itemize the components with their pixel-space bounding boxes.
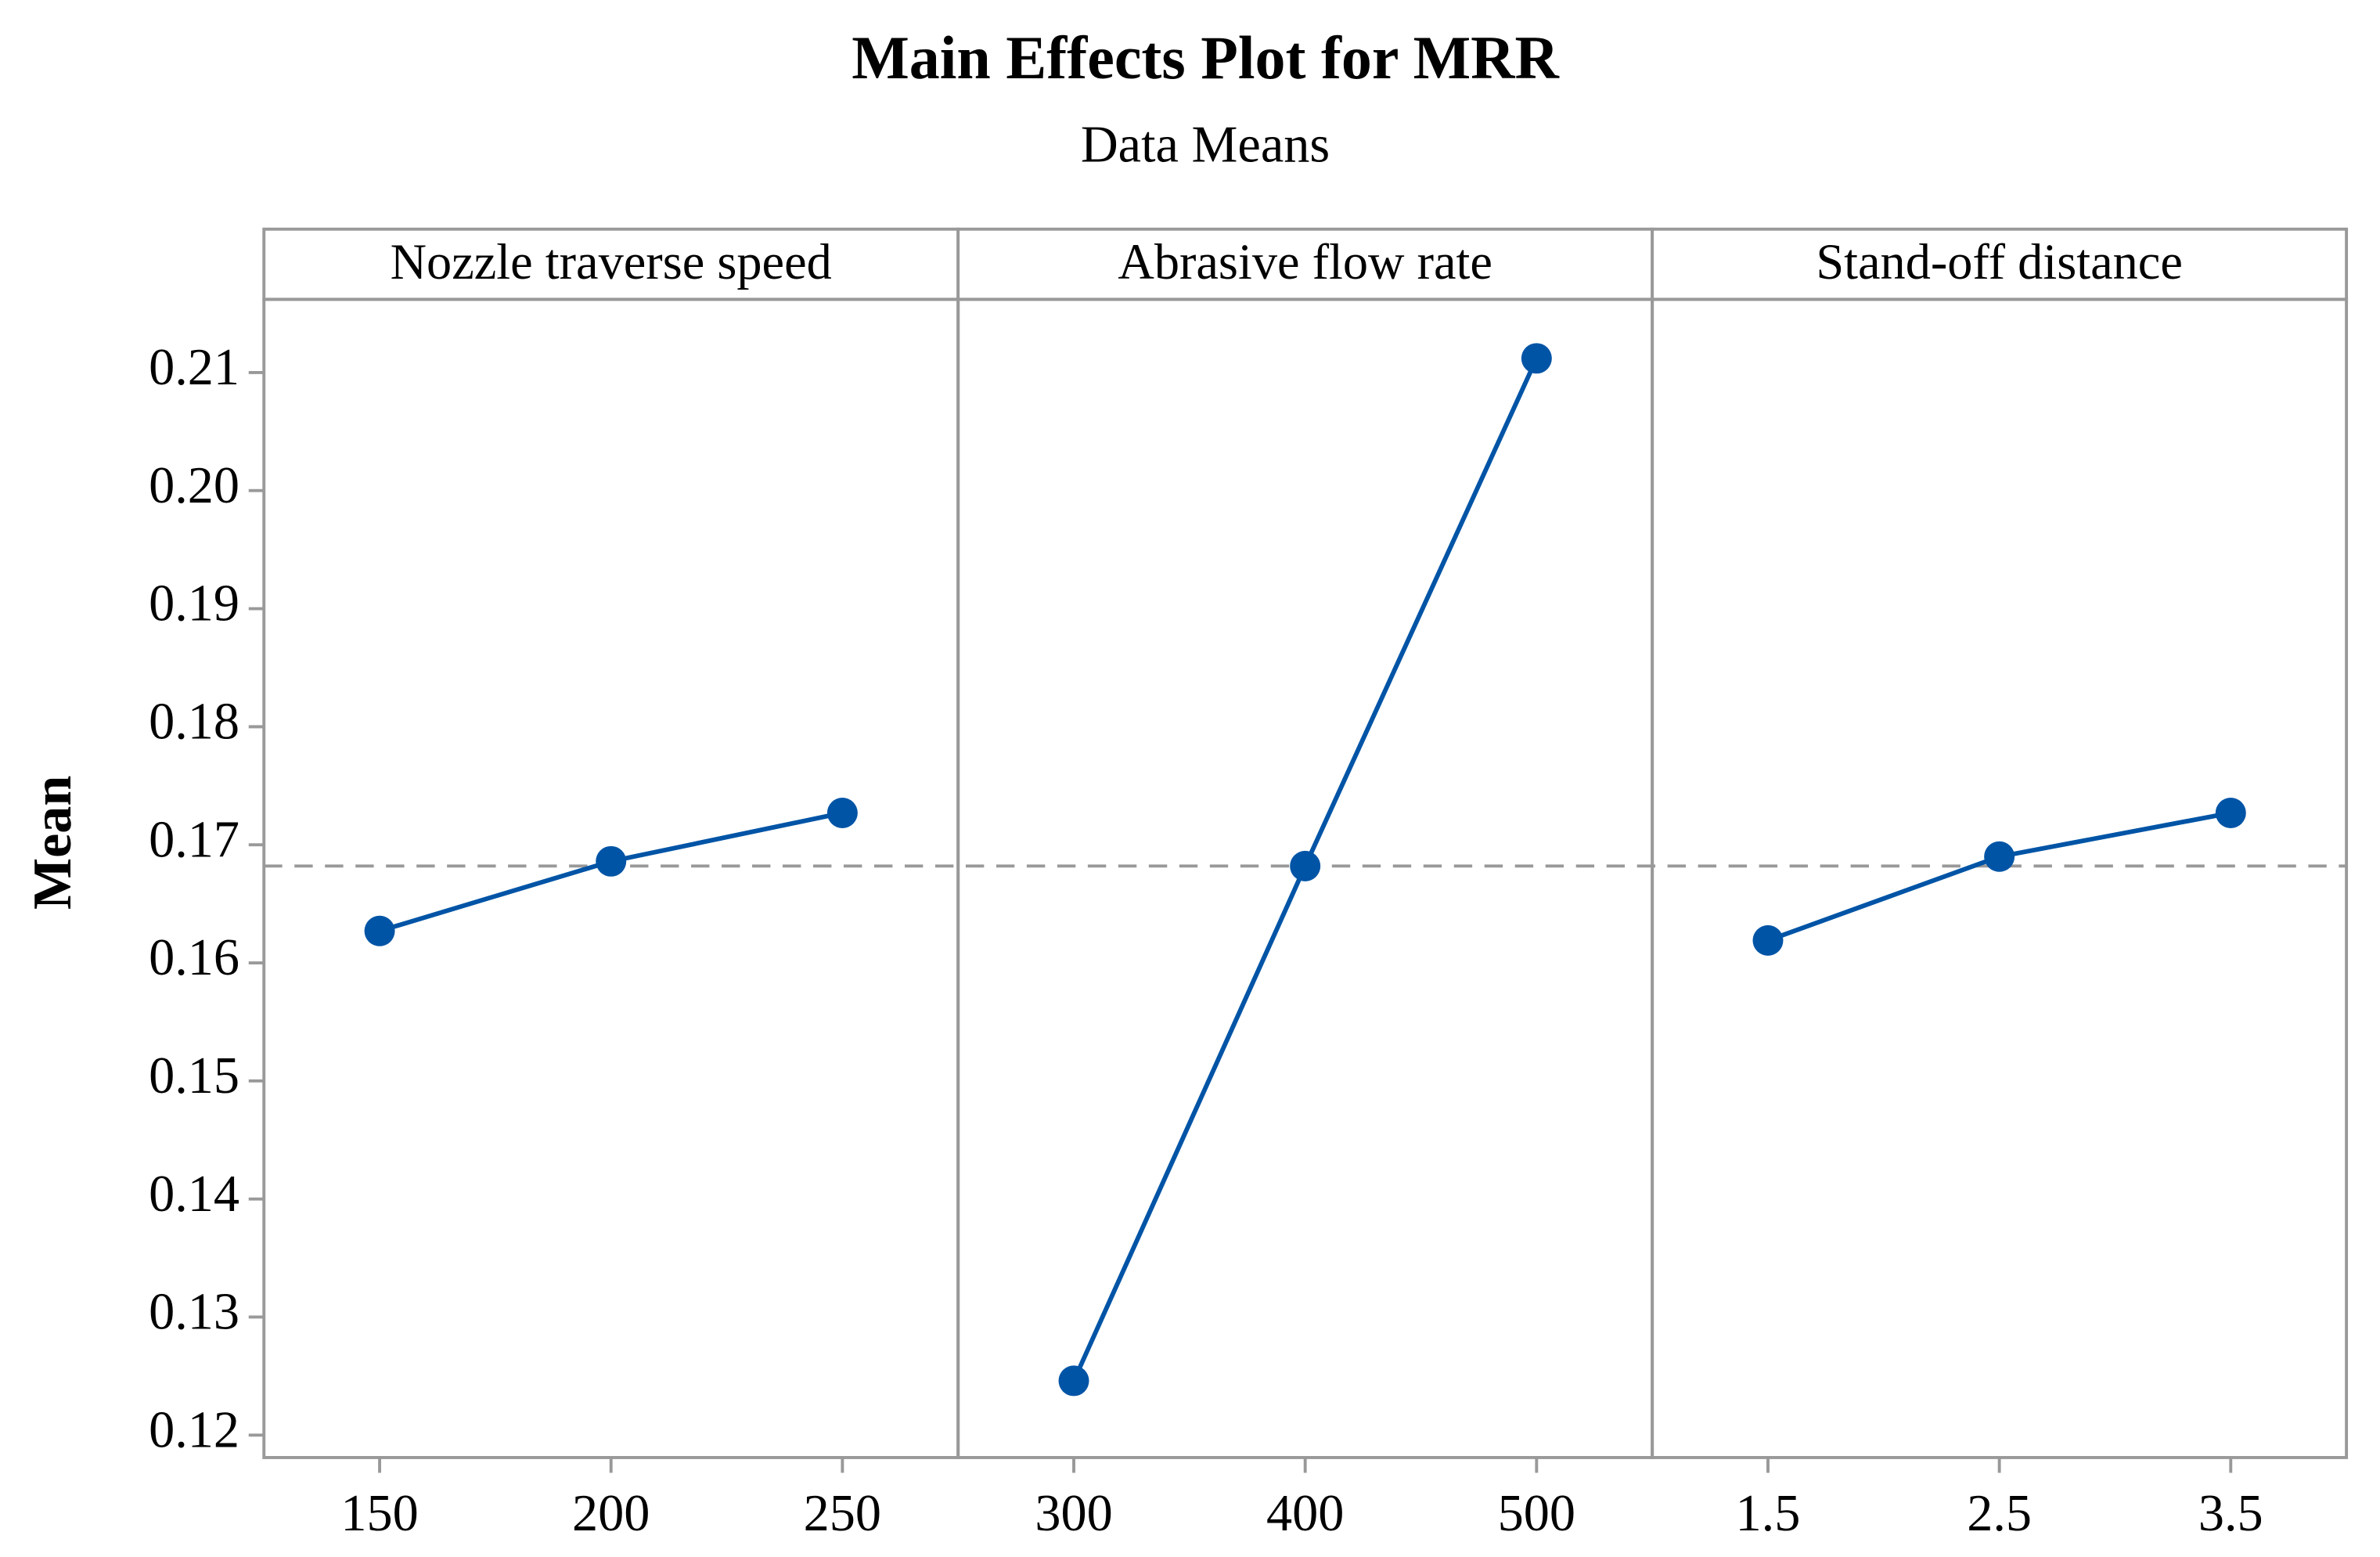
- data-point: [2215, 797, 2246, 828]
- y-tick-label: 0.16: [149, 929, 239, 986]
- data-point: [826, 797, 858, 828]
- panel-header: [1651, 227, 2349, 301]
- data-point: [1290, 850, 1321, 881]
- x-tick-label: 3.5: [2198, 1485, 2263, 1542]
- chart-subtitle: Data Means: [1081, 117, 1330, 174]
- panel-title: Abrasive flow rate: [1118, 234, 1492, 290]
- y-tick-label: 0.13: [149, 1284, 239, 1341]
- x-tick-label: 250: [804, 1485, 881, 1542]
- data-point: [1752, 924, 1784, 956]
- x-tick-label: 500: [1498, 1485, 1575, 1542]
- data-point: [1058, 1365, 1089, 1397]
- y-tick-label: 0.18: [149, 694, 239, 751]
- y-tick-label: 0.15: [149, 1047, 239, 1105]
- y-tick-label: 0.20: [149, 457, 239, 514]
- x-tick-label: 150: [340, 1485, 418, 1542]
- x-tick-label: 400: [1266, 1485, 1344, 1542]
- data-point: [364, 915, 395, 946]
- y-tick-label: 0.17: [149, 811, 239, 868]
- data-point: [1521, 343, 1552, 374]
- x-tick-label: 2.5: [1967, 1485, 2032, 1542]
- panel-title: Stand-off distance: [1816, 234, 2183, 290]
- y-tick-label: 0.14: [149, 1166, 239, 1223]
- chart-title: Main Effects Plot for MRR: [852, 24, 1559, 92]
- data-point: [596, 845, 627, 877]
- x-tick-label: 1.5: [1736, 1485, 1801, 1542]
- y-tick-label: 0.19: [149, 575, 239, 633]
- x-tick-label: 200: [572, 1485, 650, 1542]
- panel-title: Nozzle traverse speed: [391, 234, 832, 290]
- x-tick-label: 300: [1035, 1485, 1112, 1542]
- y-axis-label: Mean: [22, 776, 83, 910]
- y-tick-label: 0.12: [149, 1402, 239, 1459]
- data-point: [1984, 841, 2015, 872]
- y-tick-label: 0.21: [149, 339, 239, 396]
